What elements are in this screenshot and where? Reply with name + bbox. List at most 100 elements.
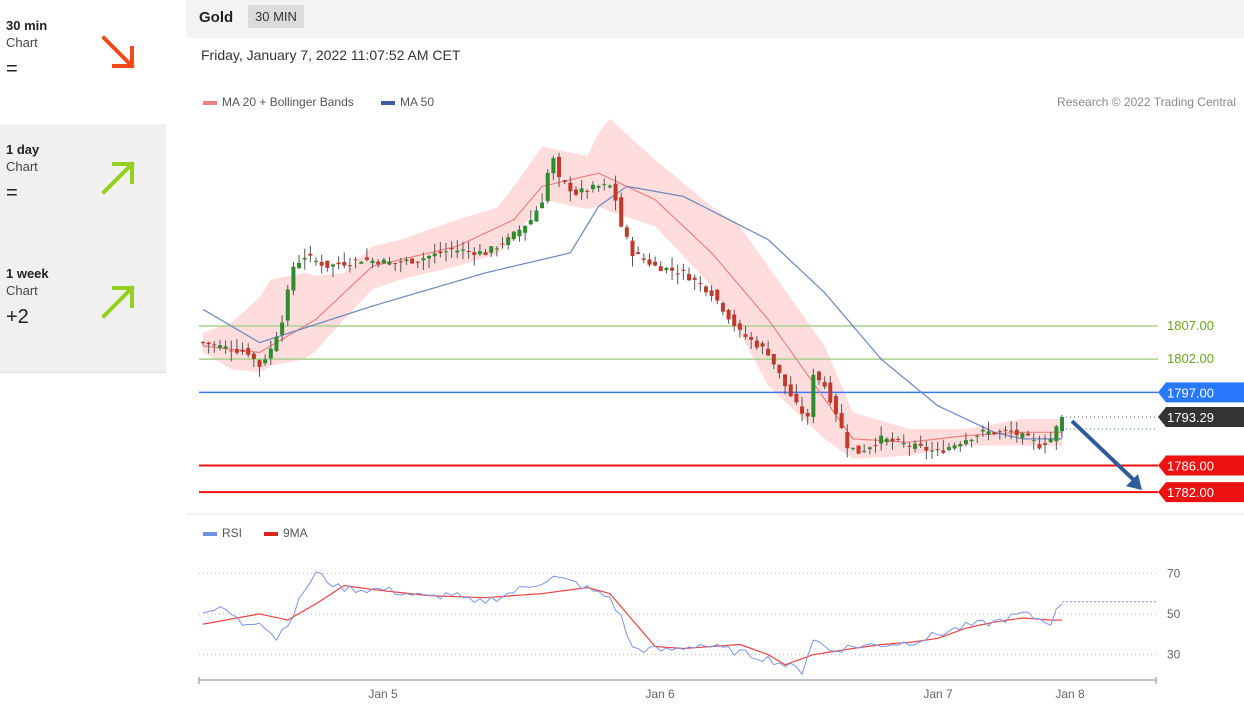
candle-body xyxy=(975,435,980,437)
candle-body xyxy=(771,353,776,365)
candle-body xyxy=(997,431,1002,433)
level-badge xyxy=(1158,382,1244,403)
timeframe-card-1-day[interactable]: 1 day Chart = xyxy=(0,124,166,249)
candle-body xyxy=(890,438,895,442)
candle-body xyxy=(438,251,443,254)
candle-body xyxy=(777,364,782,374)
candle-body xyxy=(268,348,273,359)
candle-body xyxy=(427,256,432,259)
rsi-ma-line xyxy=(202,584,1062,666)
candle-body xyxy=(573,189,578,195)
forecast-arrow-head xyxy=(1126,474,1142,491)
candle-body xyxy=(240,349,245,352)
candle-body xyxy=(263,359,268,364)
candle-body xyxy=(1043,443,1048,445)
timeframe-title: 1 day xyxy=(6,142,40,157)
candle-body xyxy=(489,246,494,253)
legend-ma20-swatch xyxy=(203,100,217,105)
level-label: 1802.00 xyxy=(1167,351,1214,366)
sidebar: 30 min Chart = 1 day Chart = 1 week Chart … xyxy=(0,0,166,373)
rsi-tick-label: 50 xyxy=(1167,607,1181,621)
level-badge-label: 1797.00 xyxy=(1167,385,1214,400)
candle-body xyxy=(766,348,771,356)
x-tick-label: Jan 8 xyxy=(1055,687,1085,701)
candle-body xyxy=(630,240,635,257)
candle-body xyxy=(647,259,652,265)
instrument-title: Gold xyxy=(199,9,234,26)
candle-body xyxy=(658,266,663,272)
candle-body xyxy=(342,262,347,266)
candle-body xyxy=(845,432,850,449)
candle-body xyxy=(709,290,714,296)
candle-body xyxy=(370,260,375,264)
candle-body xyxy=(330,264,335,267)
candle-body xyxy=(325,260,330,268)
candle-body xyxy=(641,258,646,260)
candle-body xyxy=(455,250,460,253)
candle-body xyxy=(376,261,381,265)
x-tick-label: Jan 6 xyxy=(645,687,675,701)
candle-body xyxy=(788,384,793,397)
legend-ma20-label: MA 20 + Bollinger Bands xyxy=(222,95,354,109)
candle-body xyxy=(726,309,731,320)
last-price-label: 1793.29 xyxy=(1167,410,1214,425)
candle-body xyxy=(879,435,884,444)
level-badge xyxy=(1158,455,1244,476)
candle-body xyxy=(856,445,861,454)
rsi-tick-label: 30 xyxy=(1167,648,1181,662)
candle-body xyxy=(901,442,906,445)
candle-body xyxy=(596,186,601,188)
candle-body xyxy=(602,184,607,186)
timeframe-subtitle: Chart xyxy=(6,283,38,298)
candle-body xyxy=(201,342,205,344)
timeframe-title: 30 min xyxy=(6,18,48,33)
candle-body xyxy=(805,412,810,417)
candle-body xyxy=(274,336,279,352)
candle-body xyxy=(958,444,963,447)
candle-body xyxy=(935,449,940,451)
candle-body xyxy=(624,227,629,237)
legend-ma50-swatch xyxy=(381,100,395,105)
candle-body xyxy=(523,225,528,233)
rsi-line xyxy=(202,571,1063,676)
legend-ma20: MA 20 + Bollinger Bands xyxy=(203,95,354,109)
candle-body xyxy=(234,349,239,353)
candle-body xyxy=(681,269,686,271)
candle-body xyxy=(472,252,477,255)
candle-body xyxy=(811,374,816,418)
candle-body xyxy=(314,260,319,262)
candle-body xyxy=(1003,429,1008,431)
timeframe-card-30-min[interactable]: 30 min Chart = xyxy=(0,0,166,125)
candle-body xyxy=(398,261,403,263)
candle-body xyxy=(545,172,550,202)
candle-body xyxy=(924,446,929,451)
candle-body xyxy=(585,190,590,192)
candle-body xyxy=(359,261,364,264)
timeframe-card-1-week[interactable]: 1 week Chart +2 xyxy=(0,248,166,373)
candle-body xyxy=(387,261,392,265)
legend-rsi: RSI xyxy=(203,526,242,540)
candle-body xyxy=(828,382,833,403)
candle-body xyxy=(760,343,765,347)
candle-body xyxy=(1060,417,1064,432)
legend-ma50-label: MA 50 xyxy=(400,95,435,109)
candle-body xyxy=(568,182,573,192)
candle-body xyxy=(534,210,539,222)
legend-9ma-label: 9MA xyxy=(283,526,308,540)
arrow-up-right-icon xyxy=(101,285,135,319)
candle-body xyxy=(212,344,217,346)
candle-body xyxy=(918,443,923,446)
candle-body xyxy=(540,202,545,209)
candle-body xyxy=(636,252,641,254)
timeframe-button[interactable]: 30 MIN xyxy=(248,5,304,28)
candle-body xyxy=(952,445,957,449)
candle-body xyxy=(670,267,675,271)
candle-body xyxy=(619,197,624,227)
candle-body xyxy=(737,323,742,330)
legend-rsi-swatch xyxy=(203,531,217,536)
candle-body xyxy=(1054,426,1059,442)
candle-body xyxy=(302,257,307,260)
legend-ma50: MA 50 xyxy=(381,95,434,109)
rsi-tick-label: 70 xyxy=(1167,566,1181,580)
